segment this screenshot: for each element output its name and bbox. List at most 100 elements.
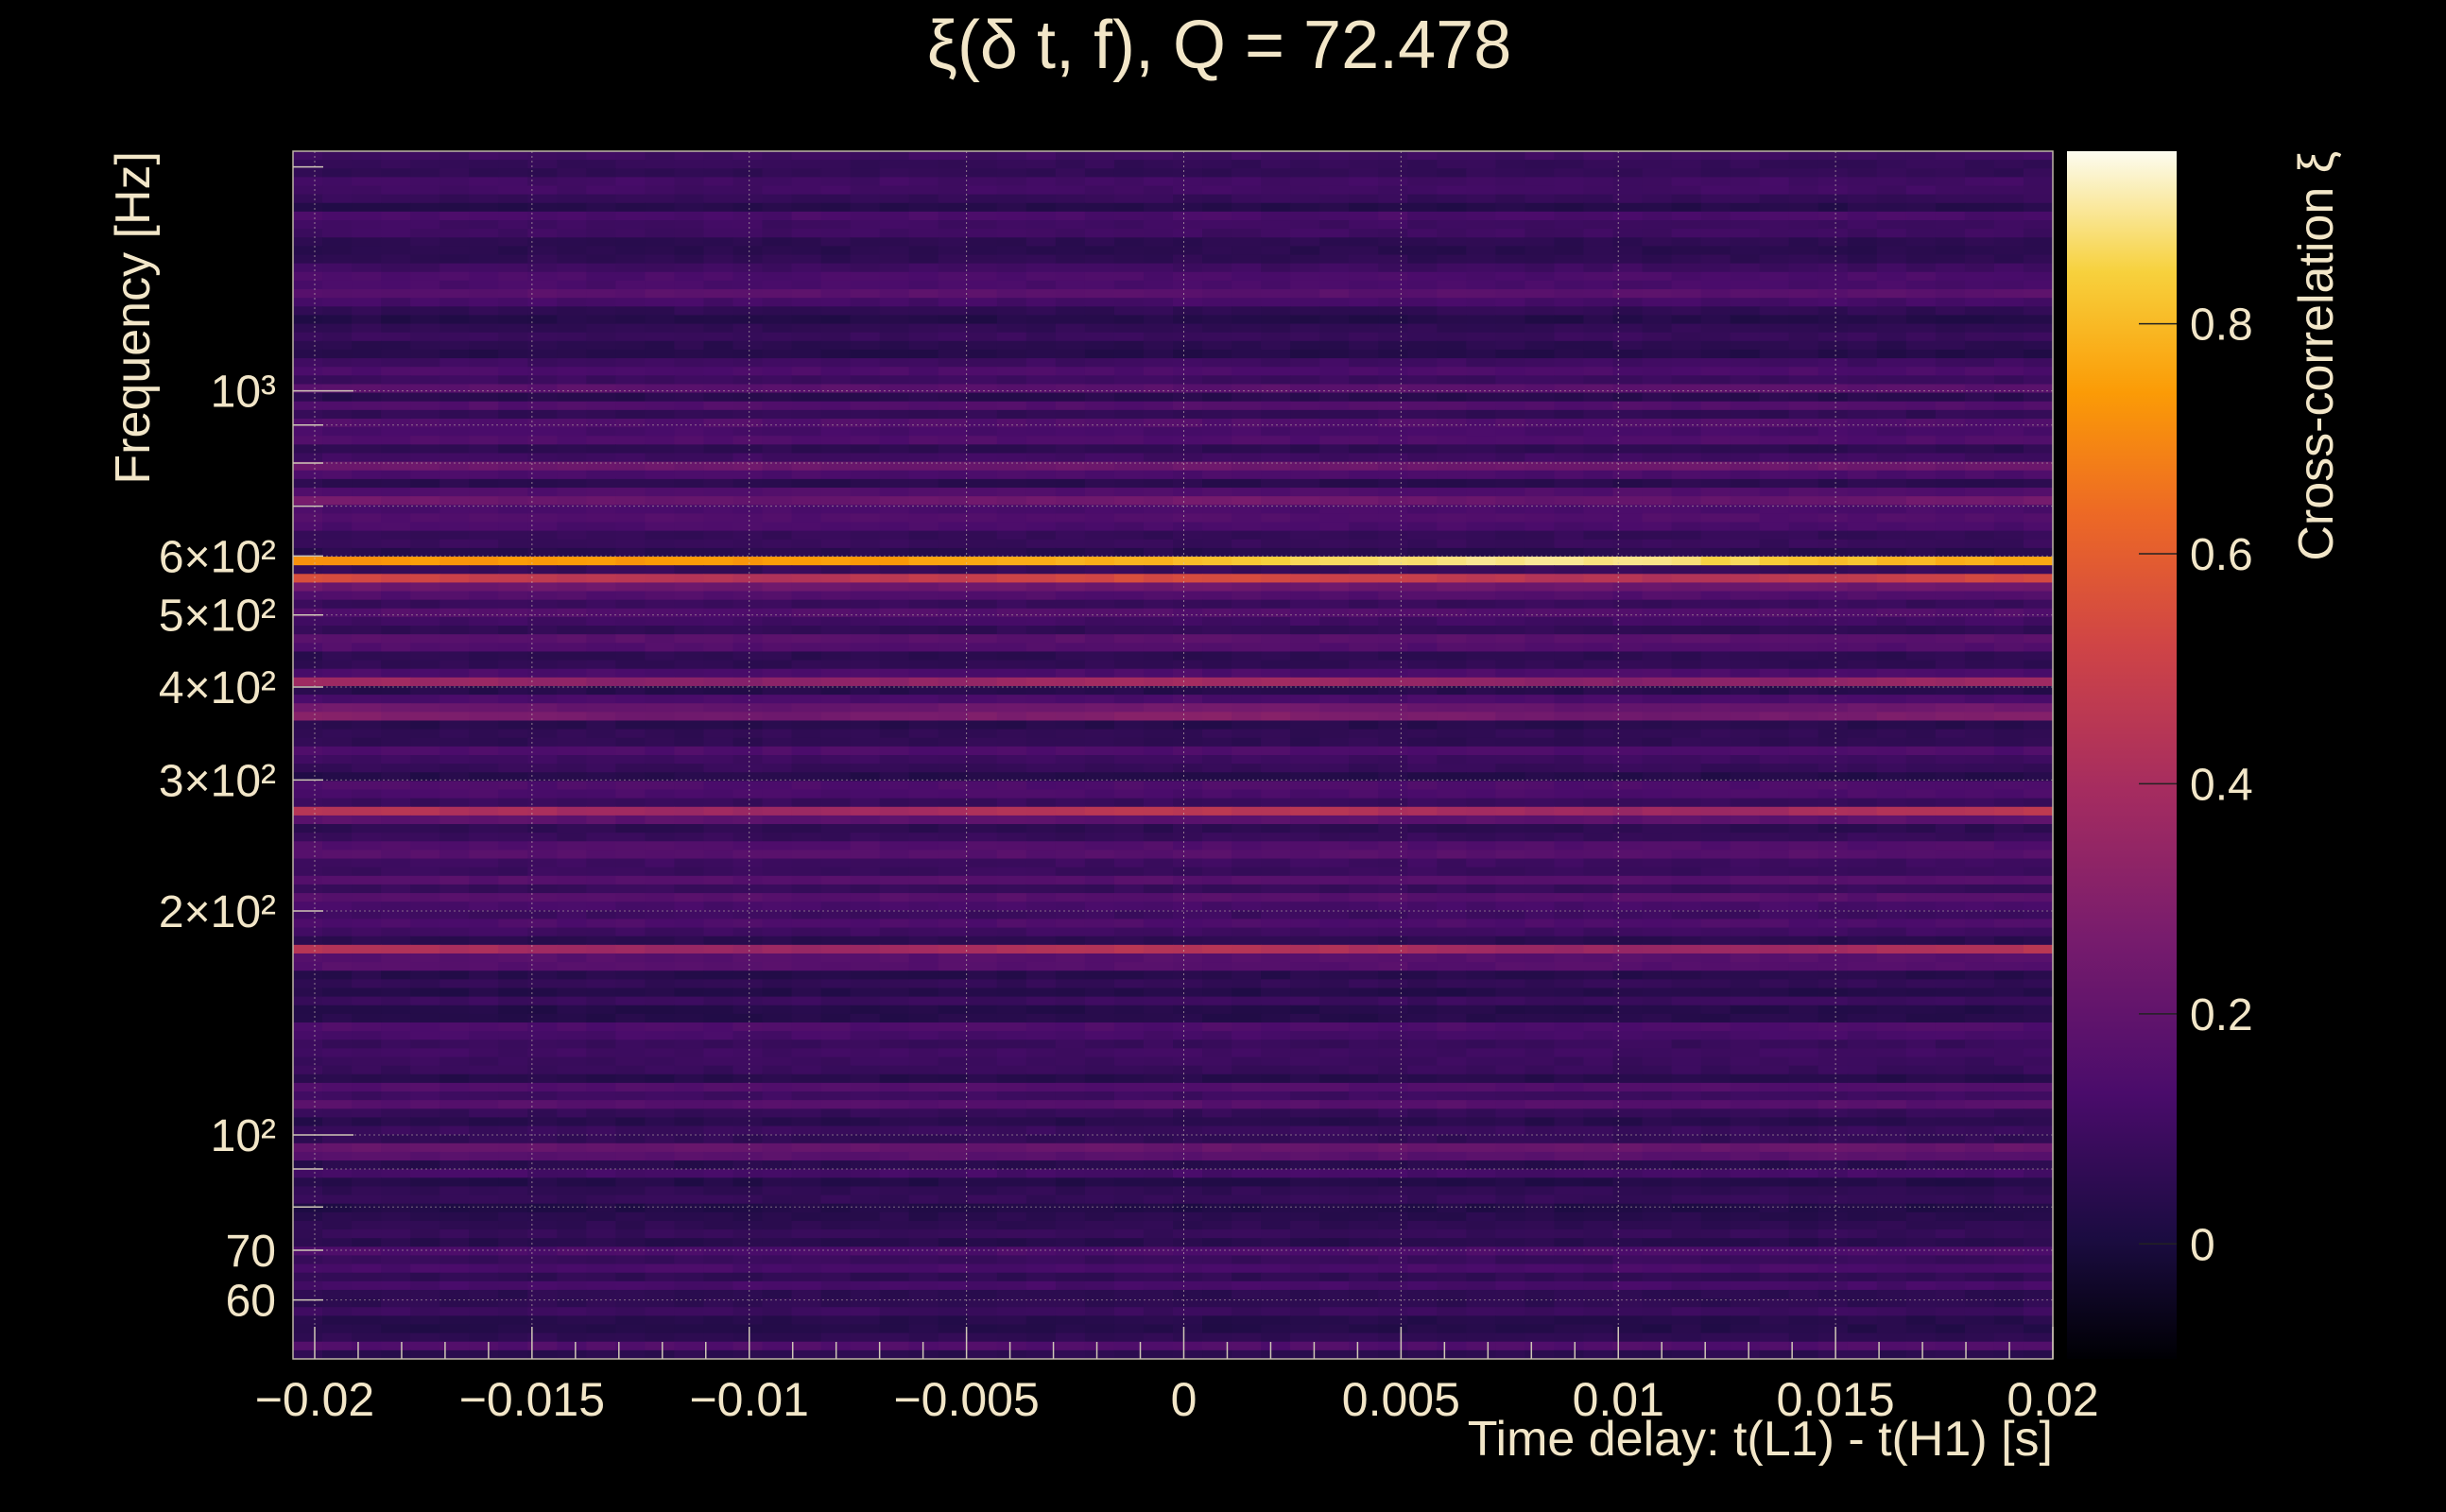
heatmap-cell	[762, 367, 793, 376]
heatmap-cell	[1524, 418, 1556, 428]
heatmap-cell	[293, 453, 323, 463]
heatmap-cell	[1407, 858, 1438, 868]
heatmap-cell	[2023, 427, 2054, 437]
heatmap-cell	[1964, 565, 1995, 575]
heatmap-cell	[1407, 806, 1438, 816]
heatmap-cell	[1905, 685, 1937, 696]
heatmap-cell	[1524, 513, 1556, 524]
heatmap-cell	[762, 729, 793, 739]
heatmap-cell	[1173, 841, 1203, 851]
heatmap-cell	[1524, 565, 1556, 575]
heatmap-cell	[703, 461, 734, 472]
heatmap-cell	[879, 194, 910, 204]
heatmap-cell	[1905, 513, 1937, 524]
heatmap-cell	[1993, 539, 2024, 549]
heatmap-cell	[557, 289, 587, 299]
heatmap-cell	[1113, 263, 1145, 273]
heatmap-cell	[1143, 289, 1174, 299]
heatmap-cell	[1935, 850, 1966, 860]
heatmap-cell	[1583, 677, 1614, 687]
heatmap-cell	[557, 582, 587, 593]
heatmap-cell	[645, 781, 676, 791]
heatmap-cell	[1642, 202, 1673, 213]
heatmap-cell	[1905, 367, 1937, 376]
heatmap-cell	[527, 806, 558, 816]
heatmap-cell	[1612, 392, 1644, 403]
heatmap-cell	[410, 720, 440, 730]
heatmap-cell	[1847, 677, 1878, 687]
heatmap-cell	[1025, 289, 1057, 299]
heatmap-cell	[1232, 668, 1262, 679]
heatmap-cell	[439, 643, 470, 653]
heatmap-cell	[1173, 729, 1203, 739]
heatmap-cell	[615, 280, 646, 290]
heatmap-cell	[1173, 185, 1203, 196]
heatmap-cell	[381, 436, 411, 445]
heatmap-cell	[1495, 634, 1525, 644]
heatmap-cell	[1554, 565, 1585, 575]
heatmap-cell	[1025, 263, 1057, 273]
heatmap-cell	[322, 436, 353, 445]
heatmap-cell	[1642, 453, 1673, 463]
heatmap-cell	[1671, 220, 1702, 230]
heatmap-cell	[703, 781, 734, 791]
heatmap-cell	[1143, 436, 1174, 445]
heatmap-cell	[1437, 202, 1467, 213]
heatmap-cell	[1524, 695, 1556, 704]
heatmap-cell	[1113, 367, 1145, 376]
heatmap-cell	[762, 323, 793, 334]
heatmap-cell	[1847, 772, 1878, 782]
heatmap-cell	[1290, 263, 1320, 273]
heatmap-cell	[1025, 850, 1057, 860]
heatmap-cell	[1319, 237, 1350, 248]
heatmap-cell	[1025, 841, 1057, 851]
heatmap-cell	[1993, 409, 2024, 420]
heatmap-cell	[1642, 643, 1673, 653]
heatmap-cell	[645, 246, 676, 256]
heatmap-cell	[1261, 858, 1291, 868]
heatmap-cell	[1378, 858, 1408, 868]
heatmap-cell	[1407, 237, 1438, 248]
heatmap-cell	[820, 530, 852, 541]
heatmap-cell	[1847, 160, 1878, 169]
heatmap-cell	[557, 194, 587, 204]
heatmap-cell	[674, 815, 705, 825]
heatmap-cell	[1612, 496, 1644, 506]
heatmap-cell	[1437, 392, 1467, 403]
heatmap-cell	[1466, 418, 1496, 428]
heatmap-cell	[1025, 418, 1057, 428]
heatmap-cell	[1993, 634, 2024, 644]
heatmap-cell	[498, 668, 528, 679]
heatmap-cell	[967, 151, 998, 161]
heatmap-cell	[1876, 720, 1907, 730]
heatmap-cell	[996, 685, 1027, 696]
heatmap-cell	[1466, 151, 1496, 161]
heatmap-cell	[645, 547, 676, 558]
heatmap-cell	[1964, 436, 1995, 445]
heatmap-cell	[908, 530, 939, 541]
heatmap-cell	[1232, 409, 1262, 420]
heatmap-cell	[1437, 444, 1467, 455]
heatmap-cell	[996, 677, 1027, 687]
heatmap-cell	[1524, 470, 1556, 480]
heatmap-cell	[1173, 271, 1203, 282]
heatmap-cell	[879, 315, 910, 325]
heatmap-cell	[1143, 685, 1174, 696]
heatmap-cell	[967, 806, 998, 816]
heatmap-cell	[1876, 599, 1907, 610]
heatmap-cell	[1349, 833, 1379, 842]
heatmap-cell	[1964, 392, 1995, 403]
heatmap-cell	[1025, 764, 1057, 773]
heatmap-cell	[996, 755, 1027, 765]
heatmap-cell	[1466, 599, 1496, 610]
heatmap-cell	[469, 574, 499, 584]
heatmap-cell	[2023, 685, 2054, 696]
heatmap-cell	[1993, 202, 2024, 213]
heatmap-cell	[645, 358, 676, 368]
heatmap-cell	[381, 271, 411, 282]
heatmap-cell	[996, 565, 1027, 575]
heatmap-cell	[1905, 841, 1937, 851]
heatmap-cell	[1700, 798, 1731, 808]
heatmap-cell	[439, 315, 470, 325]
heatmap-cell	[469, 461, 499, 472]
